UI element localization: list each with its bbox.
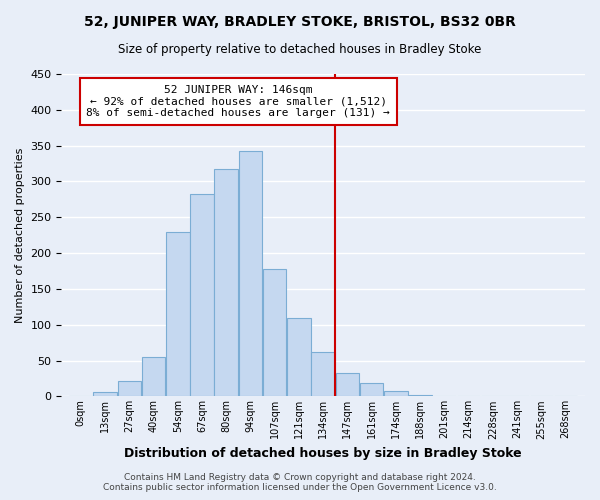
X-axis label: Distribution of detached houses by size in Bradley Stoke: Distribution of detached houses by size … (124, 447, 522, 460)
Text: Size of property relative to detached houses in Bradley Stoke: Size of property relative to detached ho… (118, 42, 482, 56)
Text: 52 JUNIPER WAY: 146sqm
← 92% of detached houses are smaller (1,512)
8% of semi-d: 52 JUNIPER WAY: 146sqm ← 92% of detached… (86, 84, 390, 118)
Bar (166, 232, 190, 396)
Bar (118, 380, 141, 396)
Bar (335, 372, 359, 396)
Text: 52, JUNIPER WAY, BRADLEY STOKE, BRISTOL, BS32 0BR: 52, JUNIPER WAY, BRADLEY STOKE, BRISTOL,… (84, 15, 516, 29)
Text: Contains HM Land Registry data © Crown copyright and database right 2024.
Contai: Contains HM Land Registry data © Crown c… (103, 473, 497, 492)
Bar (93, 392, 117, 396)
Bar (360, 383, 383, 396)
Bar (142, 357, 165, 397)
Bar (287, 318, 311, 396)
Y-axis label: Number of detached properties: Number of detached properties (15, 148, 25, 323)
Bar (409, 395, 432, 396)
Bar (311, 352, 335, 397)
Bar (239, 152, 262, 396)
Bar (190, 194, 214, 396)
Bar (263, 269, 286, 396)
Bar (214, 168, 238, 396)
Bar (384, 392, 407, 396)
